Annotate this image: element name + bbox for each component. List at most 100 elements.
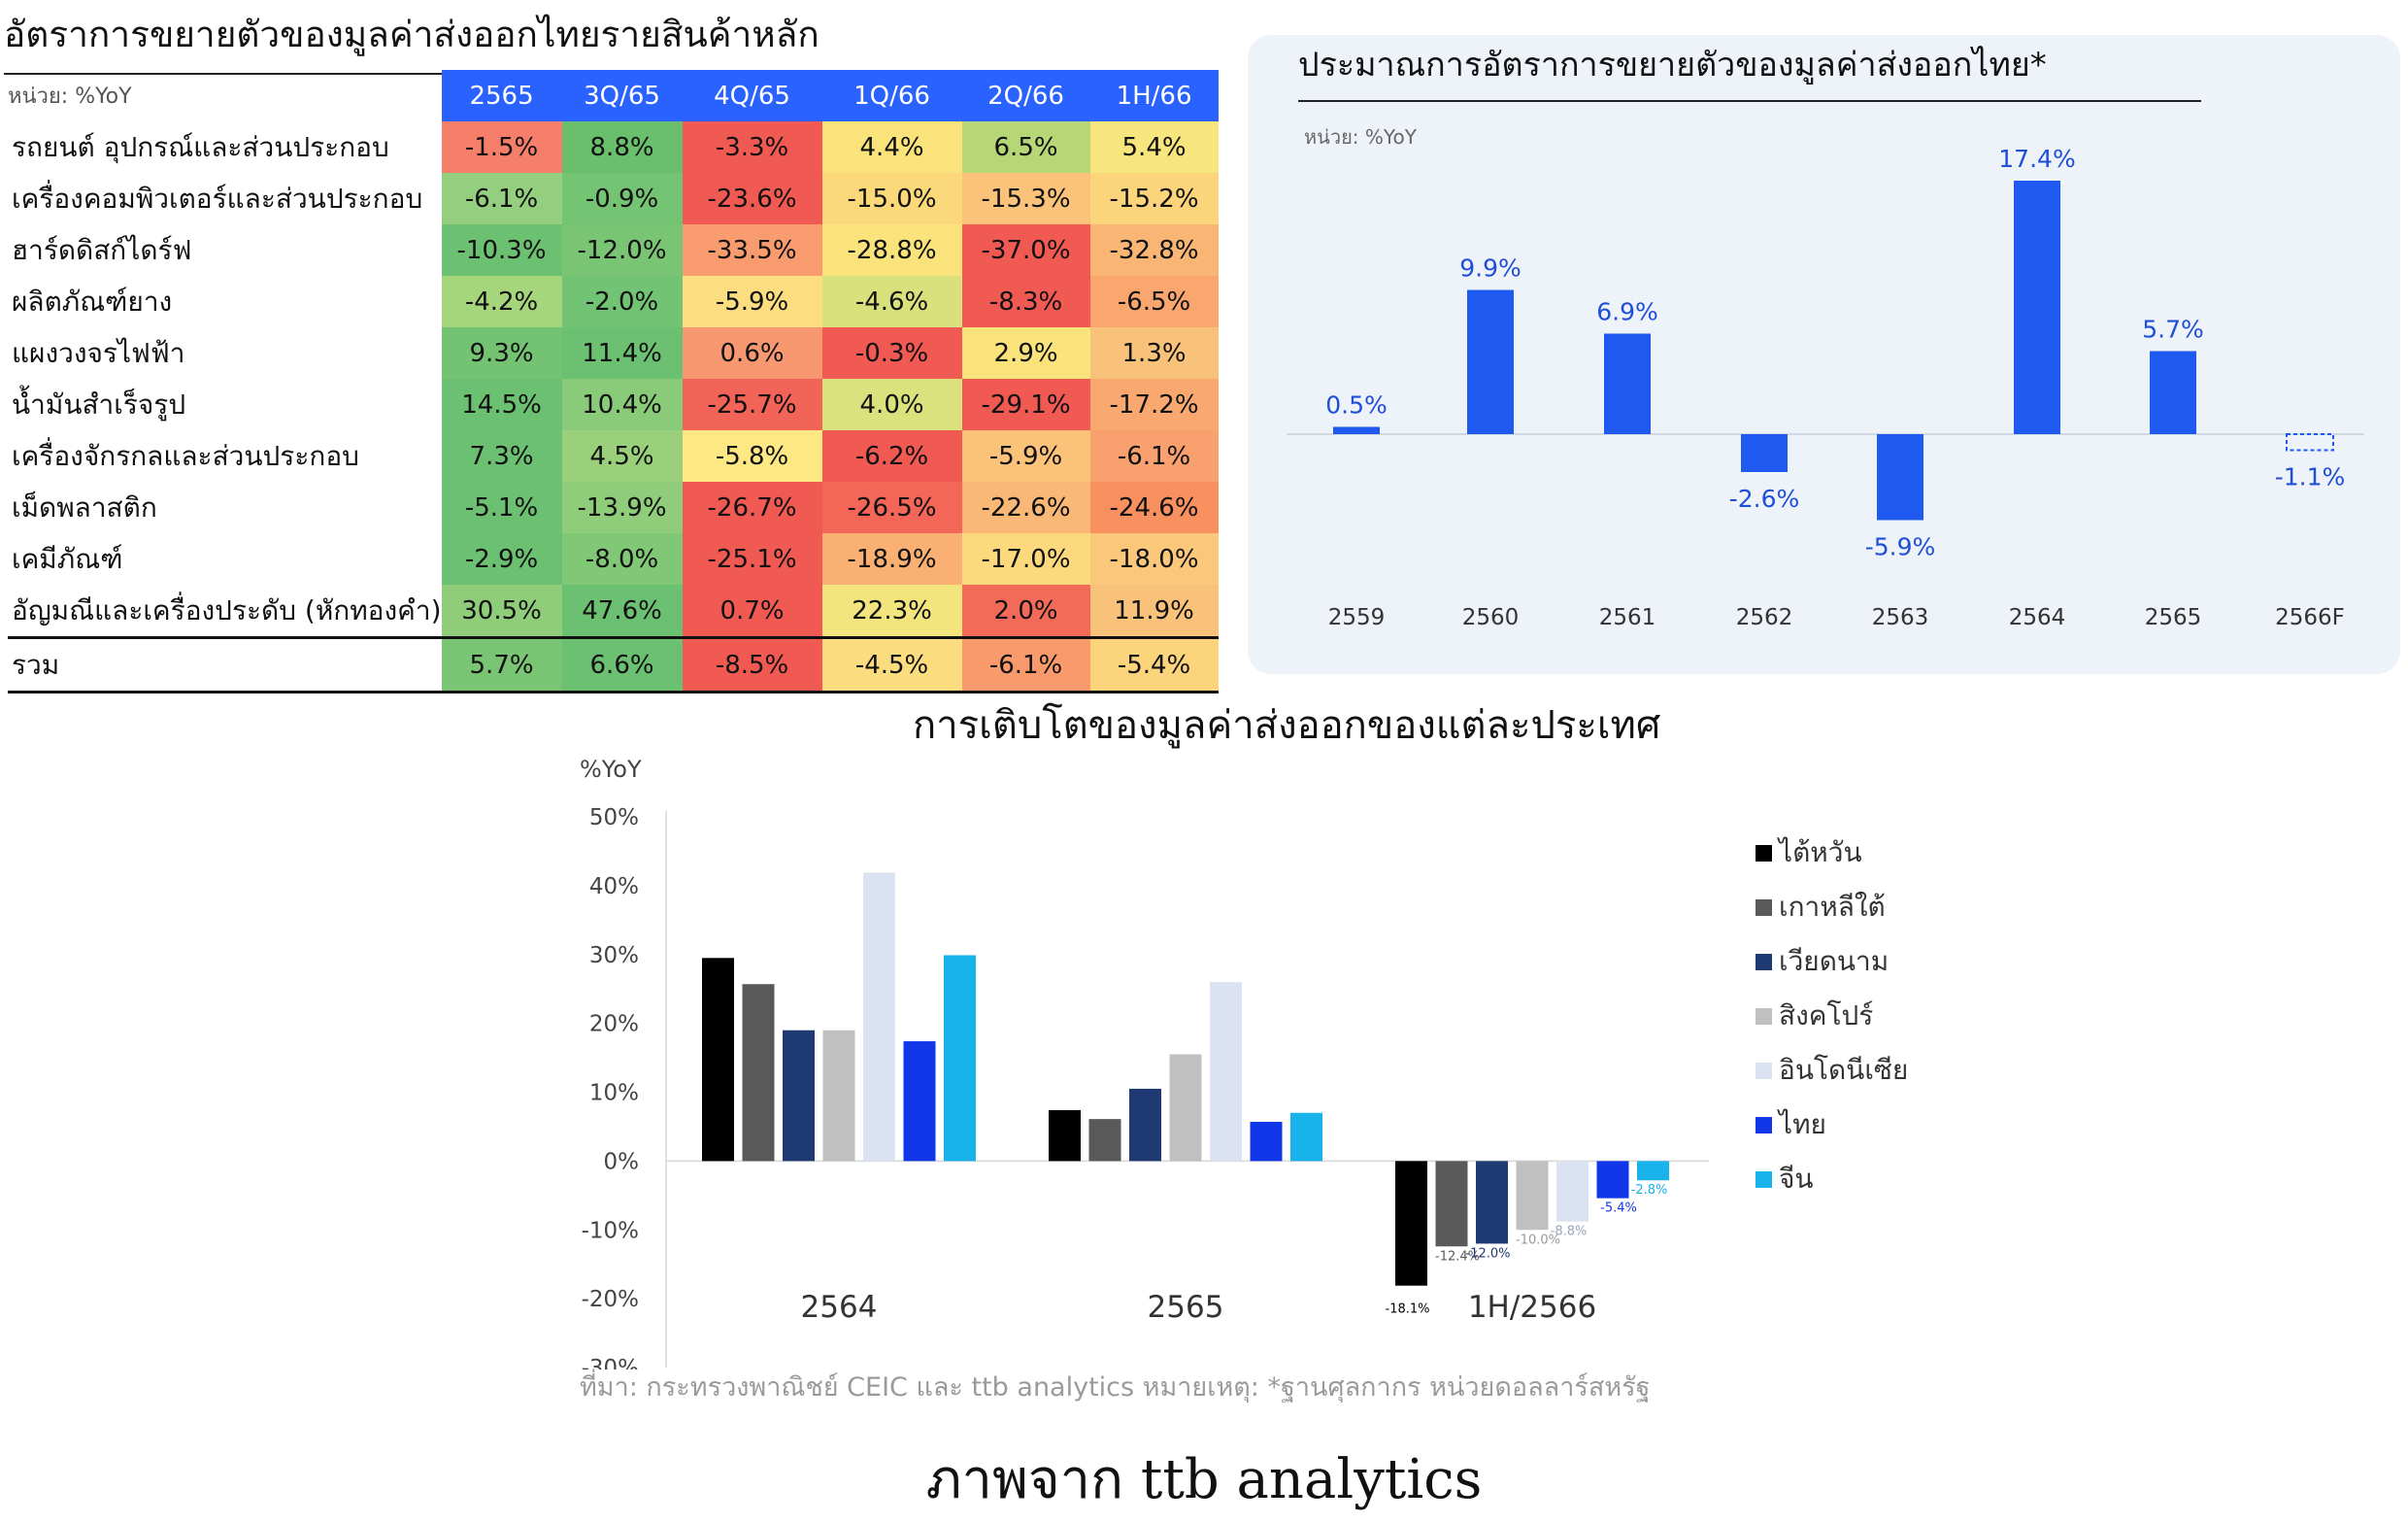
table-cell: 7.3%	[441, 430, 562, 482]
table-cell: -4.6%	[821, 276, 962, 327]
table-cell: -37.0%	[961, 224, 1090, 276]
table-cell: 6.5%	[961, 121, 1090, 173]
table-column-header: 2565	[441, 70, 562, 121]
annual-category-label: 2562	[1736, 605, 1793, 630]
row-label: แผงวงจรไฟฟ้า	[12, 336, 185, 369]
table-cell: -15.0%	[821, 173, 962, 224]
country-data-label: -8.8%	[1551, 1225, 1588, 1239]
country-y-tick-label: 30%	[589, 943, 639, 968]
table-cell: -18.9%	[821, 533, 962, 585]
table-column-header: 1Q/66	[821, 70, 962, 121]
table-cell: 22.3%	[821, 585, 962, 638]
annual-bar	[1877, 434, 1923, 521]
table-cell: -15.3%	[961, 173, 1090, 224]
table-cell: -8.0%	[561, 533, 683, 585]
table-cell: -10.3%	[441, 224, 562, 276]
country-bar	[1210, 982, 1242, 1162]
table-cell: -6.1%	[1089, 430, 1219, 482]
country-y-tick-label: -10%	[582, 1218, 639, 1243]
table-cell: -17.2%	[1089, 379, 1219, 430]
table-cell: 9.3%	[441, 327, 562, 379]
table-cell: 4.4%	[821, 121, 962, 173]
table-cell: 8.8%	[561, 121, 683, 173]
row-label: เครื่องจักรกลและส่วนประกอบ	[12, 439, 359, 472]
row-label: อัญมณีและเครื่องประดับ (หักทองคำ)	[12, 593, 442, 626]
table-cell: -17.0%	[961, 533, 1090, 585]
source-note: ที่มา: กระทรวงพาณิชย์ CEIC และ ttb analy…	[580, 1372, 1651, 1403]
table-cell: 2.0%	[961, 585, 1090, 638]
country-y-axis-label: %YoY	[580, 756, 642, 783]
country-data-label: -10.0%	[1516, 1233, 1560, 1247]
table-total-row: รวม 5.7% 6.6% -8.5% -4.5% -6.1% -5.4%	[8, 636, 1219, 693]
country-export-growth-panel: การเติบโตของมูลค่าส่งออกของแต่ละประเทศ %…	[563, 699, 1942, 1418]
table-cell: -13.9%	[561, 482, 683, 533]
row-label: เครื่องคอมพิวเตอร์และส่วนประกอบ	[12, 182, 423, 215]
table-cell: -5.9%	[682, 276, 822, 327]
table-cell: -3.3%	[682, 121, 822, 173]
table-cell: -8.3%	[961, 276, 1090, 327]
table-cell: -29.1%	[961, 379, 1090, 430]
table-cell: -1.5%	[441, 121, 562, 173]
table-row: อัญมณีและเครื่องประดับ (หักทองคำ) 30.5% 47…	[8, 585, 1219, 638]
row-label: รถยนต์ อุปกรณ์และส่วนประกอบ	[12, 130, 389, 163]
table-cell: -12.0%	[561, 224, 683, 276]
country-category-label: 2565	[1148, 1290, 1224, 1325]
annual-category-label: 2565	[2145, 605, 2202, 630]
annual-category-label: 2564	[2009, 605, 2066, 630]
legend-swatch	[1756, 845, 1772, 862]
country-y-tick-label: -20%	[582, 1287, 639, 1312]
table-cell: -5.8%	[682, 430, 822, 482]
table-cell: -23.6%	[682, 173, 822, 224]
product-growth-table: หน่วย: %YoY 2565 3Q/65 4Q/65 1Q/66 2Q/66 1H/6…	[8, 70, 1219, 693]
table-cell: -6.1%	[961, 636, 1090, 693]
table-cell: -15.2%	[1089, 173, 1219, 224]
table-cell: -0.3%	[821, 327, 962, 379]
table-column-header: 1H/66	[1089, 70, 1219, 121]
country-bar	[742, 984, 775, 1162]
table-row: เครื่องจักรกลและส่วนประกอบ 7.3% 4.5% -5.8% -…	[8, 430, 1219, 482]
table-cell: -4.2%	[441, 276, 562, 327]
country-bar	[863, 872, 895, 1162]
legend-entry-label: เวียดนาม	[1779, 945, 1889, 977]
annual-bar	[1741, 434, 1788, 472]
table-cell: 4.0%	[821, 379, 962, 430]
annual-data-label: 6.9%	[1596, 298, 1658, 326]
table-cell: 47.6%	[561, 585, 683, 638]
country-y-tick-label: 10%	[589, 1081, 639, 1106]
table-cell: -2.0%	[561, 276, 683, 327]
table-cell: 5.4%	[1089, 121, 1219, 173]
table-cell: 1.3%	[1089, 327, 1219, 379]
country-legend: ไต้หวันเกาหลีใต้เวียดนามสิงคโปร์อินโดนีเ…	[1756, 836, 1908, 1195]
row-label: ฮาร์ดดิสก์ไดร์ฟ	[12, 233, 192, 266]
country-y-tick-label: 20%	[589, 1012, 639, 1037]
table-column-header: 3Q/65	[561, 70, 683, 121]
country-bar	[783, 1030, 815, 1162]
table-cell: -5.1%	[441, 482, 562, 533]
legend-entry-label: ไต้หวัน	[1777, 836, 1862, 868]
country-data-label: -5.4%	[1600, 1201, 1637, 1216]
table-body: รถยนต์ อุปกรณ์และส่วนประกอบ -1.5% 8.8% -3.3…	[8, 121, 1219, 693]
row-label: รวม	[8, 636, 442, 693]
row-label: เม็ดพลาสติก	[12, 490, 157, 524]
table-column-header: 2Q/66	[961, 70, 1090, 121]
legend-entry-label: ไทย	[1777, 1108, 1826, 1140]
table-cell: -24.6%	[1089, 482, 1219, 533]
annual-chart-title: ประมาณการอัตราการขยายตัวของมูลค่าส่งออกไ…	[1298, 46, 2047, 85]
table-cell: -6.1%	[441, 173, 562, 224]
country-bar	[1250, 1121, 1283, 1162]
legend-swatch	[1756, 954, 1772, 970]
image-caption: ภาพจาก ttb analytics	[925, 1448, 1483, 1511]
country-bar	[1049, 1109, 1081, 1162]
annual-data-label: 0.5%	[1325, 391, 1388, 420]
annual-data-label: -1.1%	[2275, 463, 2346, 491]
table-header-row: หน่วย: %YoY 2565 3Q/65 4Q/65 1Q/66 2Q/66 1H/6…	[8, 70, 1219, 121]
table-cell: 4.5%	[561, 430, 683, 482]
country-axis-group: 50% 40% 30% 20% 10% 0% -10% -20% -30% 2564 2565 1H/…	[582, 805, 1709, 1370]
country-bar-chart: การเติบโตของมูลค่าส่งออกของแต่ละประเทศ %…	[580, 703, 1908, 1370]
table-row: แผงวงจรไฟฟ้า 9.3% 11.4% 0.6% -0.3% 2.9% 1.3%	[8, 327, 1219, 379]
annual-bars-group: 0.5% 2559 9.9% 2560 6.9% 2561 -2.6% 2562 -5.9% 25…	[1287, 145, 2364, 630]
annual-data-label: 5.7%	[2142, 316, 2204, 344]
table-row: เม็ดพลาสติก -5.1% -13.9% -26.7% -26.5% -22.6%…	[8, 482, 1219, 533]
table-cell: -26.5%	[821, 482, 962, 533]
table-row: เคมีภัณฑ์ -2.9% -8.0% -25.1% -18.9% -17.0% -18…	[8, 533, 1219, 585]
